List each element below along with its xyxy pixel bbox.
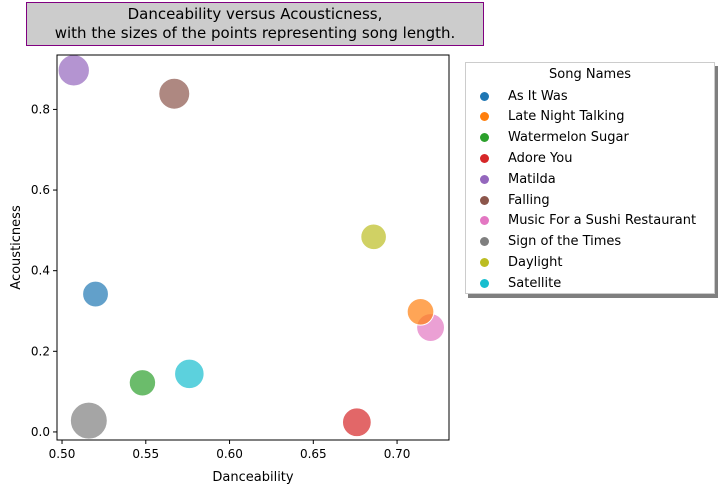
point-falling bbox=[158, 77, 191, 110]
point-adore-you bbox=[341, 407, 372, 438]
legend-marker bbox=[480, 216, 489, 226]
x-tick-label: 0.65 bbox=[300, 447, 327, 461]
point-late-night-talking bbox=[406, 297, 435, 326]
legend-marker bbox=[480, 112, 489, 122]
legend-item: Sign of the Times bbox=[480, 233, 621, 251]
point-satellite bbox=[174, 358, 205, 390]
legend-label: Sign of the Times bbox=[508, 234, 622, 250]
y-tick-label: 0.4 bbox=[31, 264, 50, 278]
x-tick-label: 0.60 bbox=[216, 447, 243, 461]
legend-marker bbox=[480, 174, 489, 184]
legend-item: Matilda bbox=[480, 170, 556, 188]
x-tick-label: 0.55 bbox=[132, 447, 159, 461]
legend-item: Watermelon Sugar bbox=[480, 129, 629, 147]
legend-item: Music For a Sushi Restaurant bbox=[480, 212, 696, 230]
legend-label: As It Was bbox=[508, 88, 568, 104]
legend-label: Late Night Talking bbox=[508, 109, 625, 125]
legend-item: Adore You bbox=[480, 149, 572, 167]
point-as-it-was bbox=[82, 280, 109, 308]
legend-marker bbox=[480, 91, 489, 101]
point-matilda bbox=[57, 54, 90, 87]
chart-title: Danceability versus Acousticness, with t… bbox=[26, 2, 484, 46]
x-tick-label: 0.50 bbox=[49, 447, 76, 461]
x-axis-ticks: 0.50 0.55 0.60 0.65 0.70 bbox=[49, 440, 411, 461]
legend-label: Watermelon Sugar bbox=[508, 130, 629, 146]
legend-item: Daylight bbox=[480, 253, 562, 271]
legend-label: Adore You bbox=[508, 150, 573, 166]
legend-label: Falling bbox=[508, 192, 550, 208]
legend-item: Falling bbox=[480, 191, 550, 209]
legend-marker bbox=[480, 278, 489, 288]
legend-marker bbox=[480, 237, 489, 247]
legend-marker bbox=[480, 257, 489, 267]
y-tick-label: 0.8 bbox=[31, 102, 50, 116]
legend-label: Music For a Sushi Restaurant bbox=[508, 213, 697, 229]
legend-marker bbox=[480, 133, 489, 143]
legend-title: Song Names bbox=[549, 67, 631, 82]
legend-marker bbox=[480, 153, 489, 163]
legend: Song Names As It Was Late Night Talking Wa… bbox=[465, 62, 715, 294]
point-sign-of-the-times bbox=[69, 401, 108, 440]
points-layer bbox=[57, 54, 446, 440]
legend-label: Daylight bbox=[508, 254, 563, 270]
point-daylight bbox=[360, 223, 387, 251]
x-axis-label: Danceability bbox=[212, 470, 294, 485]
legend-label: Matilda bbox=[508, 171, 556, 187]
y-tick-label: 0.0 bbox=[31, 425, 50, 439]
legend-label: Satellite bbox=[508, 275, 562, 291]
chart-title-line-2: with the sizes of the points representin… bbox=[54, 24, 456, 42]
legend-marker bbox=[480, 195, 489, 205]
point-watermelon-sugar bbox=[128, 369, 157, 397]
y-tick-label: 0.6 bbox=[31, 183, 50, 197]
y-tick-label: 0.2 bbox=[31, 344, 50, 358]
chart-title-line-1: Danceability versus Acousticness, bbox=[127, 5, 383, 23]
legend-item: Satellite bbox=[480, 274, 561, 292]
legend-item: As It Was bbox=[480, 87, 568, 105]
y-axis-ticks: 0.0 0.2 0.4 0.6 0.8 bbox=[31, 102, 57, 439]
legend-item: Late Night Talking bbox=[480, 108, 625, 126]
y-axis-label: Acousticness bbox=[9, 205, 24, 290]
x-tick-label: 0.70 bbox=[384, 447, 411, 461]
plot-area-frame bbox=[56, 54, 450, 441]
